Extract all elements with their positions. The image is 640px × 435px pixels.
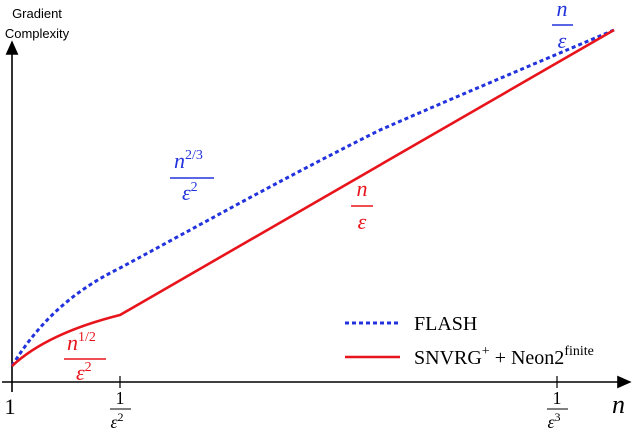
x-tick-label: 1: [5, 394, 16, 419]
denominator: ε2: [110, 410, 123, 432]
exponent: 3: [555, 410, 561, 424]
name: SNVRG: [414, 347, 482, 369]
numerator: 1: [116, 388, 125, 408]
y-axis-label: Complexity: [5, 26, 70, 41]
x-axis-label: n: [612, 390, 625, 419]
x-tick-label: 1 ε3: [547, 388, 568, 432]
numerator: n: [357, 176, 368, 201]
annotation: n1/2 ε2: [64, 330, 106, 385]
numerator: n: [557, 0, 568, 21]
exponent: 2/3: [185, 148, 203, 163]
numerator: 1: [553, 388, 562, 408]
sup: +: [482, 344, 490, 359]
base: ε: [110, 412, 118, 432]
legend-label: SNVRG+ + Neon2finite: [414, 344, 594, 369]
flash-curve: [10, 28, 615, 367]
annotation: n ε: [351, 176, 373, 234]
legend-label: FLASH: [414, 313, 477, 335]
operator: +: [495, 347, 506, 369]
base: ε: [547, 412, 555, 432]
exponent: 1/2: [78, 330, 96, 345]
base: n: [67, 330, 78, 355]
annotation: n2/3 ε2: [170, 148, 214, 205]
denominator: ε3: [547, 410, 560, 432]
exponent: 2: [191, 180, 198, 195]
base: ε: [182, 180, 191, 205]
sup: finite: [564, 344, 594, 359]
denominator: ε: [358, 209, 367, 234]
y-axis-label: Gradient: [12, 6, 62, 21]
exponent: 2: [118, 410, 124, 424]
denominator: ε: [558, 28, 567, 53]
annotation: n ε: [552, 0, 573, 53]
snvrg-curve: [11, 28, 615, 367]
exponent: 2: [85, 360, 92, 375]
x-tick-label: 1 ε2: [110, 388, 131, 432]
numerator: n2/3: [174, 148, 203, 173]
base: ε: [76, 360, 85, 385]
numerator: n1/2: [67, 330, 96, 355]
denominator: ε2: [182, 180, 198, 205]
denominator: ε2: [76, 360, 92, 385]
base: n: [174, 148, 185, 173]
name2: Neon2: [511, 347, 564, 369]
legend: FLASH SNVRG+ + Neon2finite: [345, 313, 594, 369]
